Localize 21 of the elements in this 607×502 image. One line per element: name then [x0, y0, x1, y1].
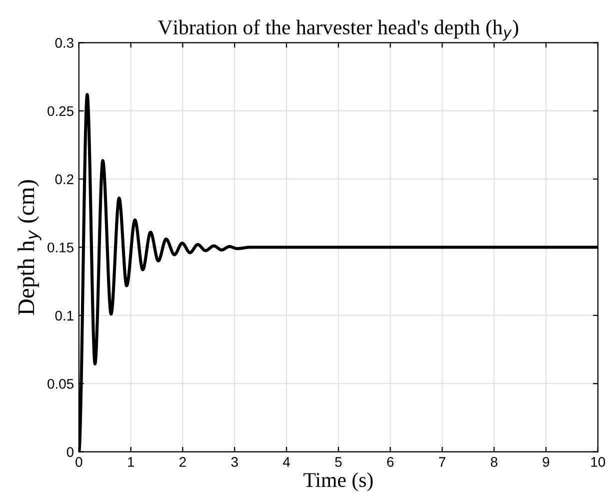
- x-tick-label: 4: [282, 457, 290, 467]
- x-tick-label: 7: [439, 457, 446, 467]
- y-tick-label: 0.25: [48, 106, 74, 116]
- x-tick-label: 5: [335, 457, 342, 467]
- x-tick-label: 3: [231, 457, 238, 467]
- x-axis-title: Time (s): [304, 472, 373, 492]
- chart-title: Vibration of the harvester head's depth (h$_{y}$): [158, 20, 518, 41]
- x-tick-label: 10: [591, 457, 606, 467]
- x-tick-label: 0: [76, 457, 82, 467]
- y-tick-label: 0: [66, 447, 74, 457]
- x-tick-label: 1: [128, 457, 134, 467]
- y-tick-label: 0.3: [55, 38, 74, 48]
- x-tick-label: 9: [542, 457, 550, 467]
- y-axis-title: Depth h$_{y}$ (cm): [18, 180, 42, 315]
- y-tick-label: 0.2: [55, 174, 74, 184]
- y-tick-label: 0.1: [55, 310, 74, 321]
- x-tick-label: 8: [490, 457, 498, 467]
- y-tick-label: 0.05: [48, 378, 74, 389]
- x-tick-label: 2: [180, 457, 186, 467]
- y-tick-label: 0.15: [48, 242, 74, 252]
- x-tick-label: 6: [387, 457, 394, 467]
